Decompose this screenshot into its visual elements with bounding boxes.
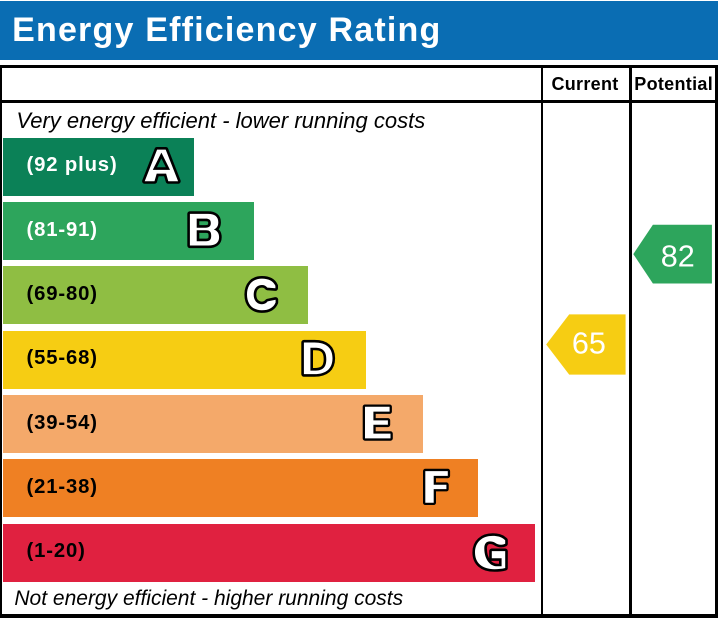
svg-text:82: 82 [661,240,695,274]
svg-text:65: 65 [572,327,606,361]
